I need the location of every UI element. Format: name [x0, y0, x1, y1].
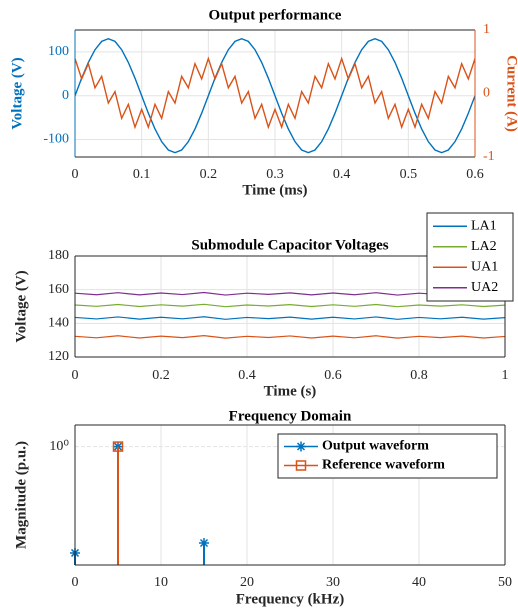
marker: [199, 537, 209, 548]
x-axis-label: Time (s): [264, 383, 317, 399]
legend-label: LA1: [471, 218, 497, 233]
x-tick-label: 0.2: [152, 368, 170, 383]
legend-marker: [296, 441, 306, 452]
series-line: [75, 335, 505, 339]
x-tick-label: 0.4: [238, 368, 256, 383]
x-tick-label: 50: [498, 575, 512, 590]
y-tick-label: 120: [48, 349, 69, 364]
series-line: [75, 56, 475, 130]
y-axis-label: Voltage (V): [13, 270, 29, 342]
x-tick-label: 0.4: [333, 167, 351, 182]
chart-title: Output performance: [209, 7, 342, 23]
x-tick-label: 0.2: [200, 167, 218, 182]
series-line: [75, 303, 505, 308]
x-axis-label: Time (ms): [242, 182, 307, 198]
x-tick-label: 0: [72, 167, 79, 182]
legend-label: UA1: [471, 259, 498, 274]
x-axis-label: Frequency (kHz): [236, 591, 344, 607]
x-tick-label: 20: [240, 575, 254, 590]
y2-tick-label: -1: [483, 149, 495, 164]
x-tick-label: 0.6: [466, 167, 484, 182]
legend-label: LA2: [471, 239, 497, 254]
chart-title: Frequency Domain: [229, 408, 352, 424]
y2-tick-label: 1: [483, 22, 490, 37]
y-axis-label: Voltage (V): [9, 57, 25, 129]
legend-box: [426, 212, 514, 302]
legend-label: Output waveform: [322, 439, 429, 454]
y2-tick-label: 0: [483, 86, 490, 101]
legend-box: [277, 433, 498, 479]
x-tick-label: 10: [154, 575, 168, 590]
y-tick-label: -100: [43, 132, 69, 147]
y-tick-label: 0: [62, 88, 69, 103]
x-tick-label: 40: [412, 575, 426, 590]
chart-title: Submodule Capacitor Voltages: [191, 237, 388, 253]
y-tick-label: 160: [48, 282, 69, 297]
series-line: [75, 316, 505, 320]
x-tick-label: 1: [502, 368, 509, 383]
series-line: [75, 38, 475, 154]
y-tick-label: 100: [48, 44, 69, 59]
y-tick-label: 140: [48, 316, 69, 331]
marker: [112, 441, 124, 452]
legend-marker: [295, 460, 307, 471]
x-tick-label: 30: [326, 575, 340, 590]
legend-label: UA2: [471, 280, 498, 295]
x-tick-label: 0.6: [324, 368, 342, 383]
x-tick-label: 0.5: [400, 167, 418, 182]
x-tick-label: 0.3: [266, 167, 284, 182]
x-tick-label: 0.1: [133, 167, 151, 182]
y-tick-label: 10⁰: [49, 439, 69, 454]
x-tick-label: 0: [72, 368, 79, 383]
y-tick-label: 180: [48, 248, 69, 263]
legend-label: Reference waveform: [322, 458, 445, 473]
y-axis-label: Magnitude (p.u.): [13, 441, 29, 549]
x-tick-label: 0.8: [410, 368, 428, 383]
x-tick-label: 0: [72, 575, 79, 590]
y2-axis-label: Current (A): [504, 55, 518, 132]
